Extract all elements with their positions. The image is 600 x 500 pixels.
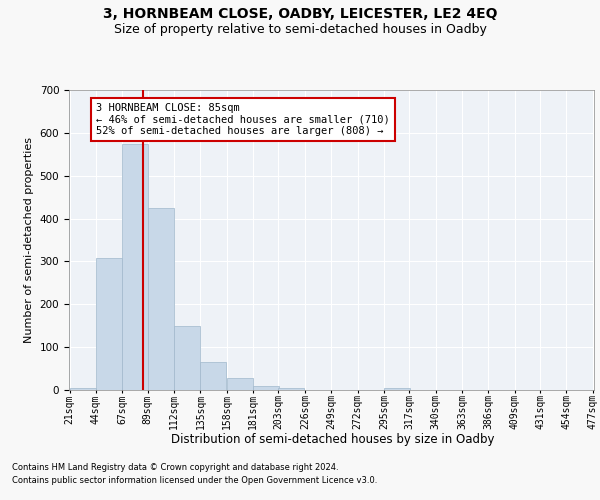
Bar — [174, 326, 200, 390]
Text: Size of property relative to semi-detached houses in Oadby: Size of property relative to semi-detach… — [113, 22, 487, 36]
Bar — [200, 362, 226, 390]
Text: 3 HORNBEAM CLOSE: 85sqm
← 46% of semi-detached houses are smaller (710)
52% of s: 3 HORNBEAM CLOSE: 85sqm ← 46% of semi-de… — [96, 103, 390, 136]
Text: Distribution of semi-detached houses by size in Oadby: Distribution of semi-detached houses by … — [171, 432, 495, 446]
Bar — [148, 208, 173, 390]
Bar — [70, 388, 95, 390]
Bar — [384, 388, 410, 390]
Bar — [253, 386, 279, 390]
Text: Contains HM Land Registry data © Crown copyright and database right 2024.: Contains HM Land Registry data © Crown c… — [12, 464, 338, 472]
Bar — [227, 378, 253, 390]
Text: Contains public sector information licensed under the Open Government Licence v3: Contains public sector information licen… — [12, 476, 377, 485]
Bar — [96, 258, 122, 390]
Bar — [122, 144, 148, 390]
Text: 3, HORNBEAM CLOSE, OADBY, LEICESTER, LE2 4EQ: 3, HORNBEAM CLOSE, OADBY, LEICESTER, LE2… — [103, 8, 497, 22]
Y-axis label: Number of semi-detached properties: Number of semi-detached properties — [24, 137, 34, 343]
Bar — [278, 388, 304, 390]
